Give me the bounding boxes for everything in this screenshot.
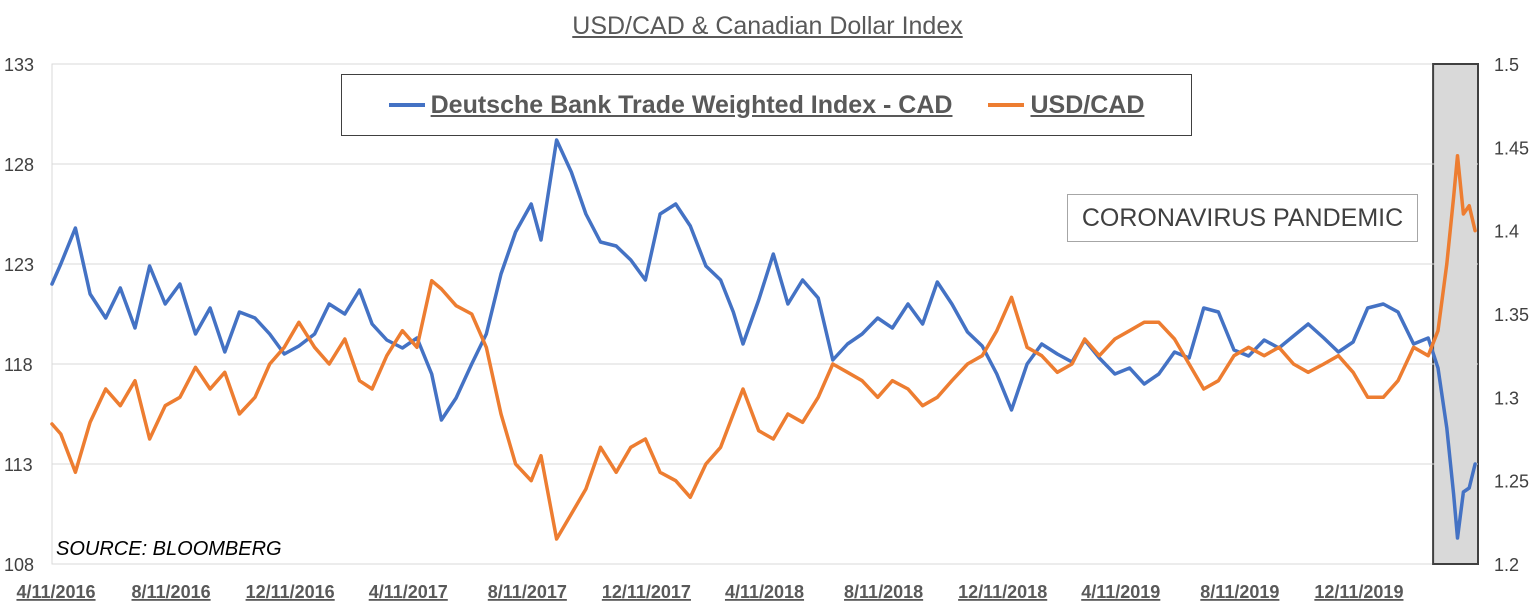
y-left-tick-label: 123 <box>4 255 34 275</box>
y-right-tick-label: 1.4 <box>1494 222 1519 242</box>
y-left-tick-label: 113 <box>4 455 33 475</box>
y-right-tick-label: 1.25 <box>1494 472 1529 492</box>
x-tick-label: 12/11/2017 <box>602 582 691 602</box>
x-tick-label: 4/11/2018 <box>725 582 804 602</box>
x-tick-label: 8/11/2016 <box>132 582 211 602</box>
y-left-tick-label: 133 <box>4 55 34 75</box>
series-line-deutsche-bank-trade-weighted-index-cad <box>50 138 1477 540</box>
y-left-tick-label: 128 <box>4 155 34 175</box>
x-tick-label: 4/11/2017 <box>369 582 448 602</box>
legend: Deutsche Bank Trade Weighted Index - CAD… <box>341 74 1192 136</box>
y-right-tick-label: 1.2 <box>1494 555 1519 575</box>
legend-label-index: Deutsche Bank Trade Weighted Index - CAD <box>430 90 953 119</box>
x-tick-label: 4/11/2019 <box>1081 582 1160 602</box>
y-left-tick-label: 108 <box>4 555 34 575</box>
y-right-tick-label: 1.45 <box>1494 138 1529 158</box>
legend-swatch-usdcad <box>988 103 1025 107</box>
legend-label-usdcad: USD/CAD <box>1030 90 1145 119</box>
legend-item-usdcad: USD/CAD <box>988 91 1144 120</box>
axes: 108 113 118 123 128 133 1.2 1.25 1.3 1.35 1.4 1.45 1… <box>4 55 1529 602</box>
y-right-tick-label: 1.35 <box>1494 305 1529 325</box>
x-tick-label: 12/11/2019 <box>1314 582 1403 602</box>
y-left-tick-label: 118 <box>4 355 33 375</box>
source-note: SOURCE: BLOOMBERG <box>56 538 282 560</box>
gridlines <box>52 163 1478 465</box>
y-right-tick-label: 1.3 <box>1494 388 1519 408</box>
x-tick-label: 8/11/2019 <box>1200 582 1279 602</box>
x-tick-label: 8/11/2018 <box>844 582 923 602</box>
y-right-tick-label: 1.5 <box>1494 55 1519 75</box>
chart-title: USD/CAD & Canadian Dollar Index <box>572 12 963 40</box>
pandemic-annotation: CORONAVIRUS PANDEMIC <box>1067 194 1418 242</box>
x-tick-label: 4/11/2016 <box>16 582 95 602</box>
x-tick-label: 12/11/2016 <box>246 582 335 602</box>
series-lines <box>50 138 1477 541</box>
series-line-usd-cad <box>50 153 1477 541</box>
legend-swatch-index <box>388 103 425 107</box>
plot-frame <box>51 63 1479 565</box>
x-tick-label: 12/11/2018 <box>958 582 1047 602</box>
legend-item-index: Deutsche Bank Trade Weighted Index - CAD <box>388 90 953 120</box>
x-tick-label: 8/11/2017 <box>488 582 567 602</box>
